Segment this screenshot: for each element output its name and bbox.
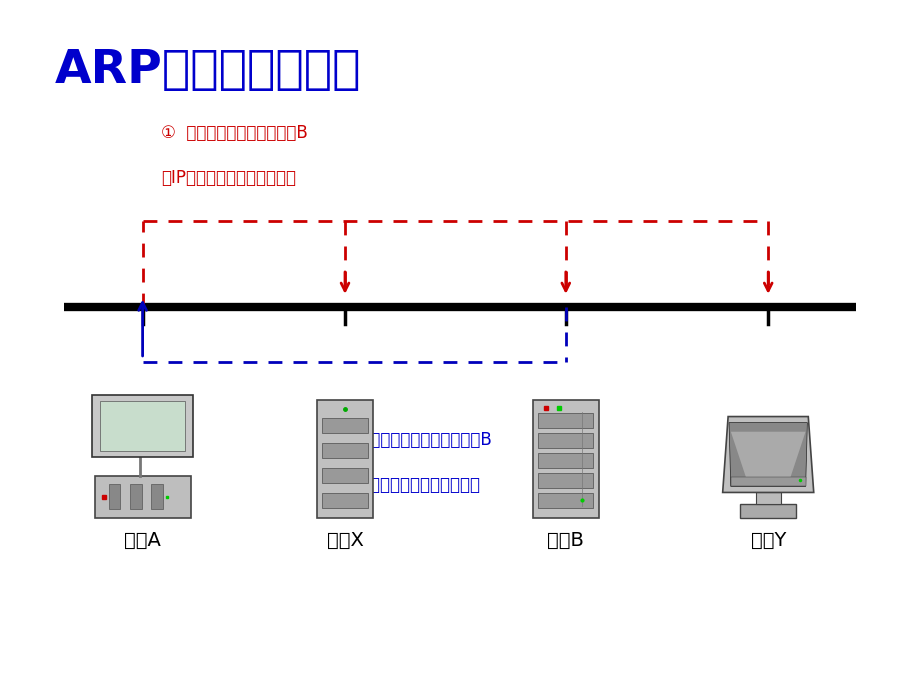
- FancyBboxPatch shape: [538, 453, 593, 468]
- Text: 主朼X: 主朼X: [326, 531, 363, 551]
- Text: 主朼Y: 主朼Y: [750, 531, 785, 551]
- FancyBboxPatch shape: [538, 413, 593, 428]
- Text: ①  发送广播报文，询问主朼B: ① 发送广播报文，询问主朼B: [161, 124, 308, 142]
- Text: ②  发送响应报文，回答主朼B: ② 发送响应报文，回答主朼B: [345, 431, 492, 449]
- Polygon shape: [730, 432, 805, 480]
- FancyBboxPatch shape: [740, 504, 795, 518]
- FancyBboxPatch shape: [92, 395, 193, 457]
- FancyBboxPatch shape: [100, 401, 185, 451]
- FancyBboxPatch shape: [754, 493, 780, 504]
- FancyBboxPatch shape: [538, 473, 593, 488]
- Text: 主朼A: 主朼A: [124, 531, 161, 551]
- FancyBboxPatch shape: [151, 484, 163, 509]
- FancyBboxPatch shape: [95, 476, 190, 518]
- FancyBboxPatch shape: [322, 468, 368, 483]
- FancyBboxPatch shape: [108, 484, 120, 509]
- FancyBboxPatch shape: [130, 484, 142, 509]
- Polygon shape: [722, 417, 813, 493]
- Text: ARP协议的基本思想: ARP协议的基本思想: [55, 48, 361, 93]
- Text: 的IP地址与物理地址映射关系: 的IP地址与物理地址映射关系: [161, 169, 296, 187]
- FancyBboxPatch shape: [730, 477, 805, 486]
- FancyBboxPatch shape: [322, 418, 368, 433]
- FancyBboxPatch shape: [538, 433, 593, 448]
- Text: 的IP地址与物理地址映射关系: 的IP地址与物理地址映射关系: [345, 476, 480, 494]
- Polygon shape: [728, 422, 807, 486]
- FancyBboxPatch shape: [322, 493, 368, 508]
- FancyBboxPatch shape: [532, 400, 598, 518]
- Text: 主朼B: 主朼B: [547, 531, 584, 551]
- FancyBboxPatch shape: [317, 400, 372, 518]
- FancyBboxPatch shape: [322, 443, 368, 458]
- FancyBboxPatch shape: [538, 493, 593, 508]
